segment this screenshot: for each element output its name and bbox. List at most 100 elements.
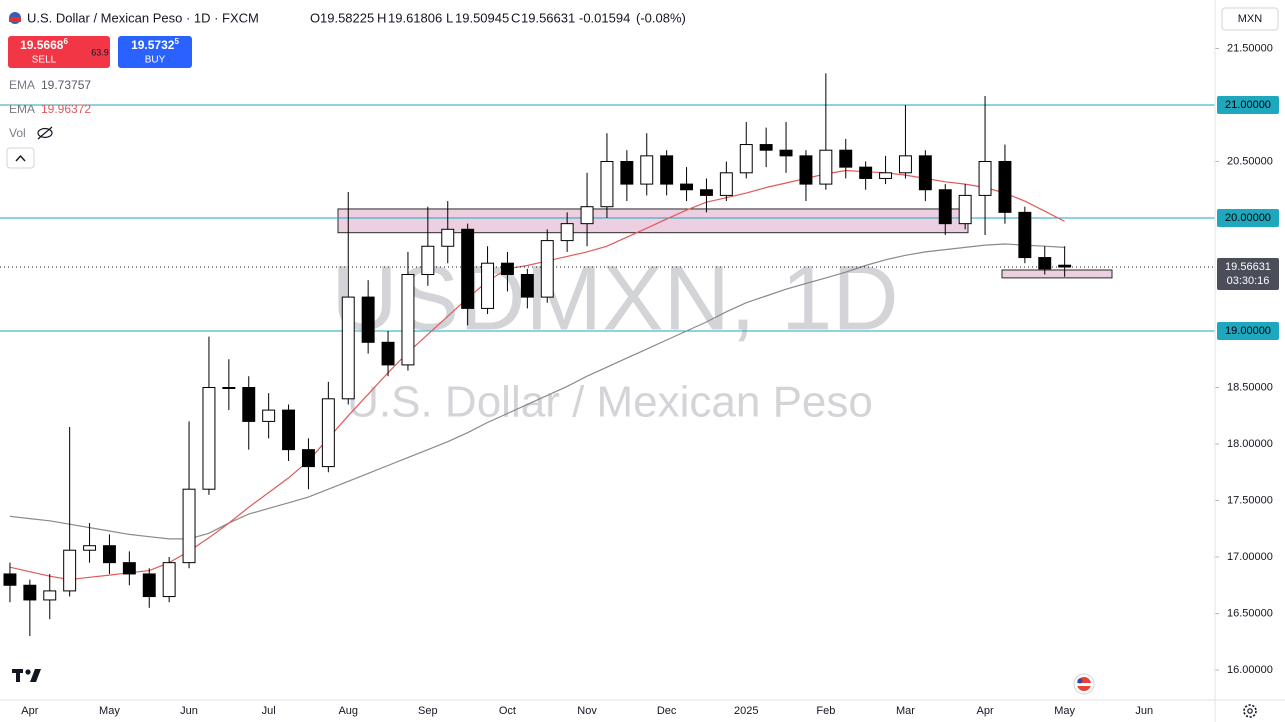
collapse-chevron (15, 154, 26, 162)
watermark-name: U.S. Dollar / Mexican Peso (347, 378, 873, 427)
candle-body (83, 545, 97, 551)
y-tick-label: 21.50000 (1227, 42, 1273, 54)
buy-price: 19.57325 (131, 37, 179, 52)
x-tick-label: Jul (262, 705, 276, 717)
candle-body (540, 240, 554, 298)
y-tick-label: 18.00000 (1227, 438, 1273, 450)
candle-body (938, 189, 952, 225)
candle-body (879, 172, 893, 179)
candle-body (759, 144, 773, 151)
candle-body (898, 155, 912, 174)
tv-logo[interactable] (12, 669, 41, 682)
candle-body (381, 341, 395, 366)
y-tick-label: 17.00000 (1227, 551, 1273, 563)
collapse-button[interactable] (6, 147, 35, 169)
event-flag-stripe (1077, 683, 1091, 686)
candle-body (859, 166, 873, 179)
x-tick-label: May (99, 705, 120, 717)
candle-body (262, 409, 276, 422)
ohlc-label: L (446, 10, 453, 25)
x-tick-label: Aug (338, 705, 358, 717)
buy-button[interactable] (118, 36, 192, 68)
x-tick-label: Jun (180, 705, 198, 717)
last-price-label: 19.56631 (1225, 261, 1271, 273)
sell-button[interactable] (8, 36, 110, 68)
horizontal-line-label-bg (1217, 96, 1279, 114)
change-percent: (-0.08%) (636, 10, 686, 25)
candle-body (739, 144, 753, 174)
candle-body (1038, 257, 1052, 270)
candle-body (401, 274, 415, 366)
candle-body (122, 562, 136, 575)
candle-body (321, 398, 335, 468)
candle-body (560, 223, 574, 242)
x-tick-label: Feb (816, 705, 835, 717)
indicator-value: 19.96372 (41, 102, 91, 116)
candle-body (520, 274, 534, 298)
event-flag-icon[interactable] (1073, 673, 1095, 695)
last-price-label-bg (1217, 258, 1279, 291)
candle-body (998, 161, 1012, 213)
candle-body (301, 449, 315, 468)
y-tick-label: 20.50000 (1227, 155, 1273, 167)
buy-label: BUY (145, 55, 166, 66)
candle-body (640, 155, 654, 185)
horizontal-line-label: 20.00000 (1225, 212, 1271, 224)
horizontal-line-label-bg (1217, 322, 1279, 340)
candle-body (680, 183, 694, 191)
candle-body (441, 228, 455, 247)
indicator-label[interactable]: EMA (9, 102, 35, 116)
ohlc-value: 19.58225 (320, 10, 374, 25)
legend: U.S. Dollar / Mexican Peso · 1D · FXCM O… (6, 10, 686, 169)
candle-body (3, 573, 17, 586)
sell-label: SELL (32, 55, 57, 66)
x-tick-label: 2025 (734, 705, 758, 717)
indicator-label[interactable]: Vol (9, 126, 26, 140)
currency-label: MXN (1238, 13, 1263, 25)
change-value: -0.01594 (579, 10, 630, 25)
hidden-eye-icon[interactable] (37, 126, 53, 140)
zone-rectangle (1001, 269, 1113, 279)
horizontal-line-label-bg (1217, 209, 1279, 227)
symbol-flag-stripe (9, 17, 21, 22)
candle-body (839, 149, 853, 168)
candle-body (978, 161, 992, 196)
candle-body (63, 549, 77, 592)
candle-body (819, 149, 833, 185)
candle-body (580, 206, 594, 225)
candle-body (481, 262, 495, 309)
candle-body (182, 488, 196, 564)
logo-part (30, 669, 41, 682)
x-tick-label: Oct (499, 705, 516, 717)
ohlc-value: 19.50945 (455, 10, 509, 25)
x-tick-label: Nov (577, 705, 597, 717)
x-tick-label: Apr (976, 705, 993, 717)
x-tick-label: Apr (21, 705, 38, 717)
currency-button[interactable] (1221, 7, 1279, 31)
candle-body (43, 590, 57, 601)
settings-icon[interactable] (1243, 704, 1257, 718)
candle-body (202, 387, 216, 490)
candle-body (719, 172, 733, 196)
zone-rectangle (337, 208, 969, 234)
candle-body (620, 161, 634, 185)
candle-body (102, 545, 116, 564)
eye-outline (37, 127, 53, 139)
x-tick-label: Sep (418, 705, 438, 717)
ohlc-value: 19.61806 (388, 10, 442, 25)
ohlc-label: H (377, 10, 386, 25)
symbol-title[interactable]: U.S. Dollar / Mexican Peso · 1D · FXCM (27, 10, 259, 25)
eye-slash (37, 126, 53, 140)
sell-price-main: 19.5668 (20, 38, 64, 52)
sell-price-sup: 6 (63, 37, 68, 46)
y-tick-label: 16.00000 (1227, 664, 1273, 676)
candle-body (660, 155, 674, 185)
horizontal-line-label: 19.00000 (1225, 325, 1271, 337)
candle-body (282, 409, 296, 451)
indicator-label[interactable]: EMA (9, 78, 35, 92)
y-tick-label: 18.50000 (1227, 381, 1273, 393)
candle-body (958, 194, 972, 225)
candle-body (1018, 211, 1032, 259)
candle-body (23, 584, 37, 601)
gear-teeth (1243, 704, 1257, 718)
